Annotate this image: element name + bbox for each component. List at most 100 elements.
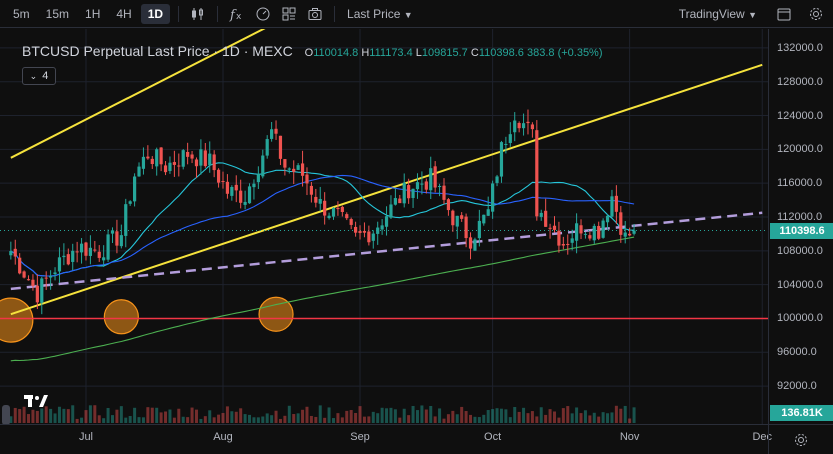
volume-tag: 136.81K [770,405,833,421]
volume-bar [539,407,543,423]
candle-body [508,134,512,143]
time-scale[interactable]: Jul Aug Sep Oct Nov Dec [0,424,772,454]
candle-body [570,238,574,243]
volume-bar [491,409,495,423]
volume-bar [49,408,53,423]
timeframe-1h[interactable]: 1H [85,6,101,21]
volume-bar [340,417,344,423]
candle-body [446,199,451,211]
candle-body [561,244,565,246]
settings-gear-icon[interactable] [793,432,809,448]
price-tick-label: 124000.0 [777,109,823,122]
toolbar-divider [334,5,336,22]
candle-body [88,247,92,256]
volume-bar [75,418,79,423]
candle-body [424,181,428,190]
chevron-down-icon: ▼ [748,10,757,20]
candle-body [84,242,88,256]
candle-body [354,226,358,233]
trend-line [10,29,266,159]
time-tick-label: Jul [78,431,93,443]
candle-body [22,271,26,278]
volume-bar [137,417,141,423]
volume-bar [420,405,424,423]
candle-body [270,129,274,139]
volume-bar [318,405,322,423]
candle-body [376,227,380,234]
candle-body [141,156,146,169]
price-tick-label: 108000.0 [777,244,823,257]
timeframe-5m[interactable]: 5m [13,6,30,21]
candle-body [389,204,393,218]
volume-bar [455,414,459,423]
scale-settings[interactable] [768,424,833,454]
alert-gauge-icon[interactable] [250,3,276,25]
volume-bar [212,417,216,423]
price-tick-label: 100000.0 [777,312,823,325]
candle-body [115,231,119,246]
candle-body [186,151,190,157]
timeframe-1d[interactable]: 1D [140,3,171,24]
volume-bar [111,415,114,423]
timeframe-15m[interactable]: 15m [45,6,70,21]
high-label: H [361,47,370,59]
volume-bar [44,406,48,423]
candle-body [40,278,44,303]
toolbar-divider [178,5,180,22]
candle-body [163,165,168,173]
candle-body [314,196,318,203]
layout-grid-icon[interactable] [276,3,302,25]
candle-body [619,212,623,235]
settings-gear-icon[interactable] [803,3,829,25]
time-tick-label: Dec [752,431,773,443]
volume-bar [194,409,198,423]
volume-bar [265,413,269,423]
camera-icon[interactable] [302,3,328,25]
indicators-count: 4 [42,70,49,82]
candle-body [137,166,141,177]
candle-body [605,215,610,223]
volume-bar [402,408,406,423]
candle-body [177,165,181,167]
candle-body [548,227,552,229]
brand-dropdown[interactable]: TradingView ▼ [673,7,763,21]
candle-body [35,285,39,303]
candlestick-type-icon[interactable] [185,3,211,25]
price-type-dropdown[interactable]: Last Price ▼ [341,7,419,21]
candle-body [331,207,336,217]
price-tick-label: 104000.0 [777,278,823,291]
moving-average-line [10,236,635,362]
dashed-trend-line [10,211,763,291]
indicators-toggle[interactable]: ⌄ 4 [22,67,56,85]
volume-bar [115,409,119,423]
volume-bar [292,414,296,423]
pane-scroll-handle[interactable] [2,405,10,424]
calendar-icon[interactable] [771,3,797,25]
volume-bar [199,418,203,423]
candle-body [579,225,583,234]
volume-bar [261,416,265,423]
high-value: 111173.4 [369,47,413,59]
volume-bar [40,408,44,423]
volume-bar [146,407,150,423]
volume-bar [35,410,39,423]
volume-bar [570,413,574,423]
candle-body [539,212,543,217]
chart-canvas[interactable] [0,29,768,424]
price-scale[interactable]: 132000.0 128000.0 124000.0 120000.0 116000.0… [768,29,833,424]
candle-body [75,251,79,253]
candle-body [172,162,176,165]
change-percent: (+0.35%) [557,47,603,59]
price-tick-label: 96000.0 [777,346,817,359]
candle-body [31,279,35,286]
close-value: 110398.6 [478,47,524,59]
highlight-circle [0,297,34,343]
volume-bar [190,407,194,423]
chart-pane[interactable]: BTCUSD Perpetual Last Price · 1D · MEXC … [0,29,768,424]
timeframe-4h[interactable]: 4H [116,6,132,21]
svg-text:x: x [236,12,242,22]
candle-body [199,149,203,166]
candle-body [278,135,283,159]
price-tick-label: 116000.0 [777,177,823,190]
